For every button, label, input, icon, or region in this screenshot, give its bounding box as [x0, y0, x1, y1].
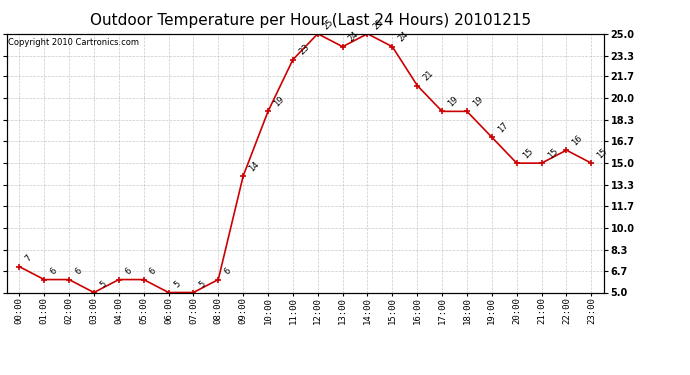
Text: 16: 16: [571, 134, 584, 147]
Text: 7: 7: [23, 254, 34, 264]
Text: 19: 19: [446, 95, 460, 109]
Text: 6: 6: [73, 267, 83, 277]
Text: 23: 23: [297, 43, 311, 57]
Text: 14: 14: [247, 159, 261, 173]
Text: 25: 25: [322, 17, 336, 31]
Text: 15: 15: [521, 147, 535, 160]
Text: 6: 6: [222, 267, 233, 277]
Text: 19: 19: [471, 95, 485, 109]
Text: 5: 5: [172, 280, 183, 290]
Text: 6: 6: [123, 267, 133, 277]
Text: 5: 5: [98, 280, 108, 290]
Text: 6: 6: [148, 267, 158, 277]
Text: 6: 6: [48, 267, 59, 277]
Text: 21: 21: [422, 69, 435, 83]
Text: 15: 15: [546, 147, 560, 160]
Text: 24: 24: [397, 30, 411, 44]
Text: 15: 15: [595, 147, 609, 160]
Text: 25: 25: [372, 17, 386, 31]
Text: 17: 17: [496, 121, 510, 135]
Text: 19: 19: [272, 95, 286, 109]
Text: 24: 24: [347, 30, 361, 44]
Text: Copyright 2010 Cartronics.com: Copyright 2010 Cartronics.com: [8, 38, 139, 46]
Text: Outdoor Temperature per Hour (Last 24 Hours) 20101215: Outdoor Temperature per Hour (Last 24 Ho…: [90, 13, 531, 28]
Text: 5: 5: [197, 280, 208, 290]
